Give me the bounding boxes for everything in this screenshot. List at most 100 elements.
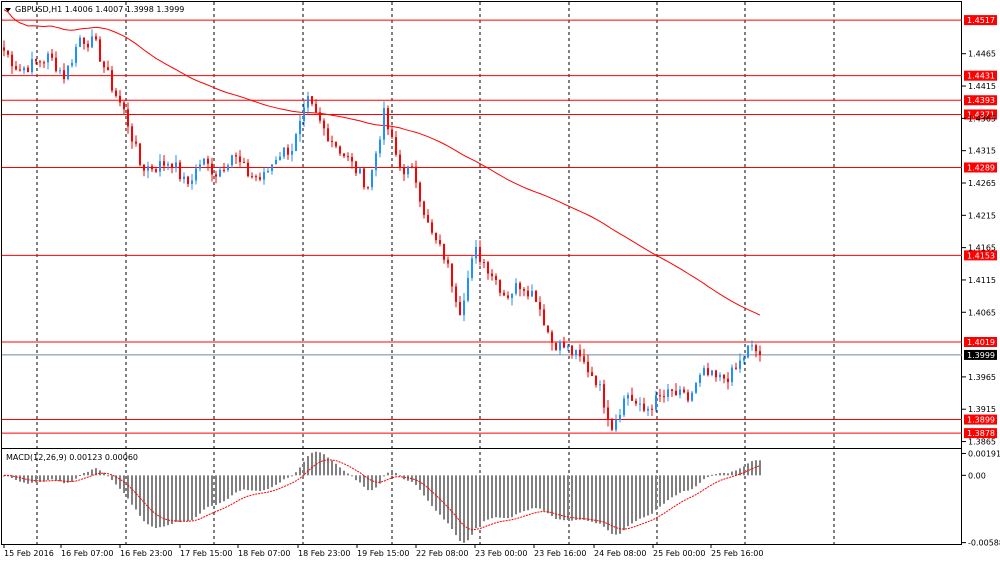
dropdown-triangle-icon[interactable]: [5, 8, 11, 12]
candle-body: [387, 108, 389, 130]
candle-body: [583, 356, 585, 362]
level-tag-label: 1.4289: [967, 163, 995, 172]
candle-body: [123, 102, 125, 110]
candle-body: [75, 46, 77, 63]
price-label: 1.4115: [968, 276, 996, 285]
macd-bar: [539, 475, 541, 509]
candle-body: [743, 357, 745, 361]
candle-body: [95, 36, 97, 40]
level-tag-label: 1.4393: [967, 96, 995, 105]
level-tag: [964, 414, 997, 425]
candle-body: [463, 300, 465, 315]
candle-body: [723, 374, 725, 379]
macd-bar: [427, 475, 429, 501]
candle-body: [183, 176, 185, 180]
candle-body: [71, 62, 73, 66]
macd-bar: [575, 475, 577, 520]
candle-body: [355, 161, 357, 174]
candle-body: [663, 396, 665, 398]
candle-body: [363, 168, 365, 188]
candle-body: [615, 419, 617, 430]
candle-body: [159, 161, 161, 172]
candle-body: [255, 176, 257, 178]
candle-body: [235, 155, 237, 157]
candle-body: [591, 372, 593, 377]
candle-body: [395, 137, 397, 155]
macd-bar: [675, 475, 677, 496]
candle-body: [603, 384, 605, 408]
candle-body: [275, 159, 277, 165]
candle-body: [207, 158, 209, 164]
candle-body: [567, 345, 569, 348]
candle-body: [675, 390, 677, 396]
macd-bar: [455, 475, 457, 536]
macd-bar: [39, 475, 41, 482]
price-label: 1.4165: [968, 244, 996, 253]
candle-body: [263, 172, 265, 180]
macd-bar: [591, 475, 593, 522]
macd-bar: [143, 475, 145, 522]
macd-bar: [459, 475, 461, 541]
macd-bar: [47, 475, 49, 480]
price-label: 1.4215: [968, 211, 996, 220]
price-label: 1.3865: [968, 438, 996, 447]
candle-body: [695, 383, 697, 393]
macd-bar: [31, 475, 33, 483]
candle-body: [759, 351, 761, 355]
macd-bar: [615, 475, 617, 535]
macd-bar: [351, 475, 353, 477]
macd-bar: [291, 475, 293, 477]
candle-body: [91, 36, 93, 48]
level-tag: [964, 336, 997, 347]
candle-body: [495, 276, 497, 280]
candle-body: [607, 407, 609, 420]
macd-bar: [263, 475, 265, 491]
macd-tick-label: -0.00588: [968, 539, 1000, 548]
macd-info: MACD(12,26,9) 0.00123 0.00060: [6, 453, 138, 462]
macd-bar: [703, 475, 705, 480]
macd-bar: [131, 475, 133, 505]
candle-body: [367, 187, 369, 189]
macd-bar: [731, 471, 733, 476]
macd-bar: [667, 475, 669, 501]
macd-bar: [183, 475, 185, 522]
price-label: 1.4315: [968, 147, 996, 156]
macd-bar: [207, 475, 209, 507]
macd-bar: [251, 475, 253, 491]
candle-body: [631, 394, 633, 401]
candle-body: [535, 290, 537, 302]
candle-body: [451, 263, 453, 287]
macd-tick-label: 0.00: [968, 471, 986, 480]
candle-body: [11, 54, 13, 67]
macd-bar: [127, 475, 129, 499]
macd-bar: [399, 475, 401, 477]
macd-bar: [419, 475, 421, 490]
macd-bar: [647, 475, 649, 516]
macd-bar: [43, 475, 45, 482]
macd-bar: [151, 475, 153, 527]
macd-bar: [275, 475, 277, 485]
macd-bar: [111, 475, 113, 481]
macd-bar: [611, 475, 613, 534]
macd-bar: [71, 475, 73, 482]
candle-body: [155, 169, 157, 172]
macd-bar: [467, 475, 469, 541]
macd-bar: [495, 475, 497, 518]
candle-body: [703, 368, 705, 376]
macd-bar: [691, 475, 693, 490]
candle-body: [59, 70, 61, 72]
time-label: 16 Feb 07:00: [61, 549, 113, 558]
candle-body: [431, 222, 433, 233]
macd-bar: [35, 475, 37, 483]
candle-body: [623, 398, 625, 416]
macd-bar: [135, 475, 137, 510]
candle-body: [331, 140, 333, 142]
candle-body: [279, 156, 281, 160]
candle-body: [3, 47, 5, 51]
candle-body: [551, 332, 553, 343]
candle-body: [39, 61, 41, 63]
macd-bar: [535, 475, 537, 509]
candle-body: [731, 367, 733, 383]
macd-bar: [247, 475, 249, 491]
